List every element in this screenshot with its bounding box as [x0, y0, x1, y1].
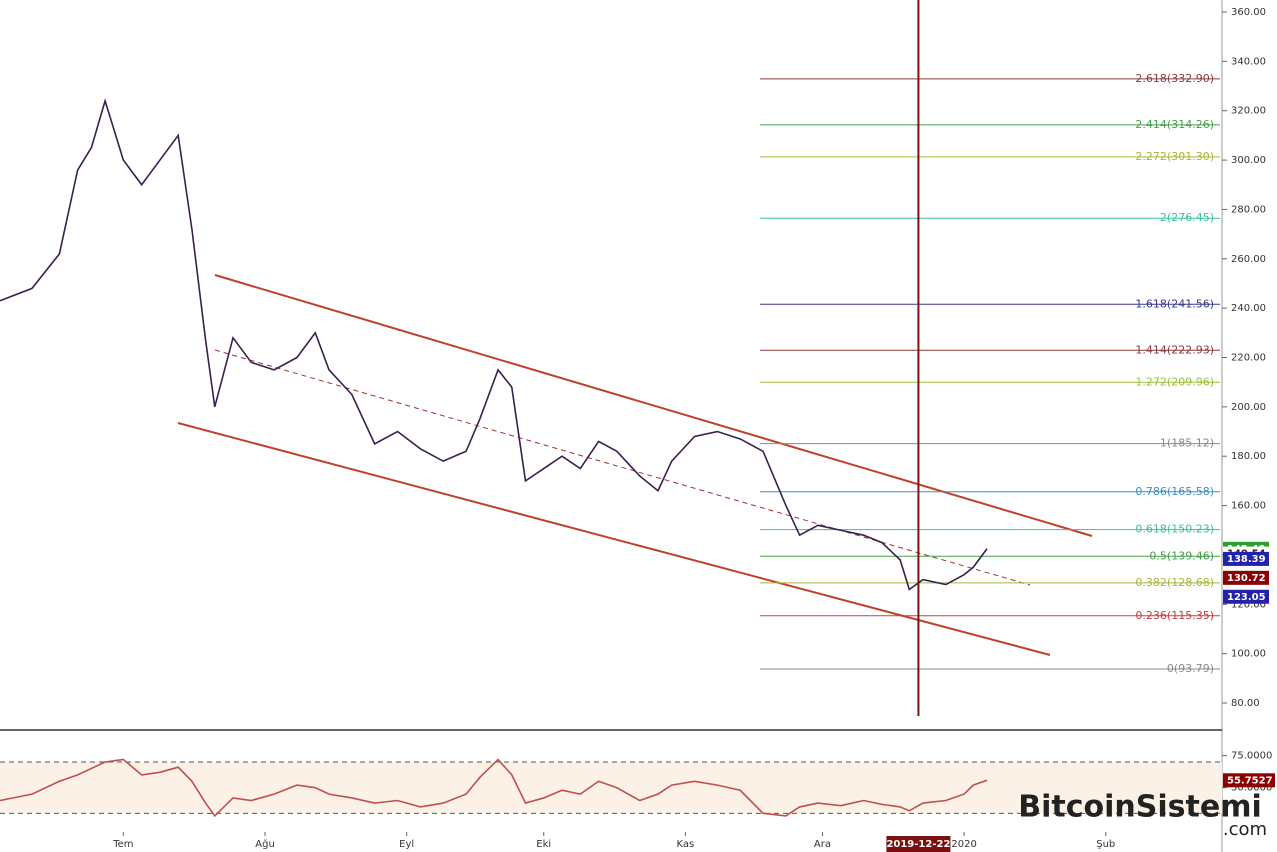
fib-label: 0.786(165.58): [1135, 485, 1214, 498]
rsi-tick-label: 75.0000: [1231, 751, 1272, 762]
watermark-text: BitcoinSistemi: [1018, 790, 1262, 825]
watermark: BitcoinSistemi .com: [1018, 790, 1267, 841]
y-tick-label: 120.00: [1231, 599, 1266, 610]
fib-label: 1.272(209.96): [1135, 375, 1214, 388]
y-tick-label: 360.00: [1231, 7, 1266, 18]
fib-label: 0.5(139.46): [1149, 549, 1214, 562]
fib-label: 2.272(301.30): [1135, 150, 1214, 163]
fib-label: 1.618(241.56): [1135, 297, 1214, 310]
fib-label: 0.618(150.23): [1135, 523, 1214, 536]
channel-upper: [214, 274, 1093, 537]
price-tag: [1223, 570, 1269, 585]
date-marker-label: 2019-12-22: [886, 839, 950, 850]
x-tick-label: Eki: [536, 839, 551, 850]
price-tag: [1223, 551, 1269, 566]
fib-label: 2.618(332.90): [1135, 72, 1214, 85]
rsi-tag-label: 55.7527: [1227, 775, 1273, 786]
series-line: [0, 758, 988, 818]
price-tag-label: 123.05: [1227, 592, 1266, 603]
x-tick-label: Ara: [814, 839, 831, 850]
x-tick-label: Tem: [112, 839, 133, 850]
x-tick-label: 2020: [951, 839, 976, 850]
y-tick-label: 80.00: [1231, 698, 1260, 709]
price-tag-label: 130.72: [1227, 573, 1266, 584]
x-tick-label: Şub: [1096, 839, 1115, 850]
y-tick-label: 320.00: [1231, 106, 1266, 117]
watermark-sub: .com: [1223, 819, 1267, 840]
rsi-band: [0, 762, 1222, 814]
fib-label: 0.236(115.35): [1135, 609, 1214, 622]
y-tick-label: 100.00: [1231, 649, 1266, 660]
series-line: [0, 98, 988, 591]
channel-mid: [214, 349, 1031, 586]
y-tick-label: 260.00: [1231, 254, 1266, 265]
date-marker-box: [886, 836, 951, 852]
fib-label: 2.414(314.26): [1135, 118, 1214, 131]
fib-label: 2(276.45): [1160, 211, 1214, 224]
rsi-tick-label: 50.0000: [1231, 783, 1272, 794]
fib-label: 0.382(128.68): [1135, 576, 1214, 589]
x-tick-label: Kas: [677, 839, 695, 850]
y-tick-label: 240.00: [1231, 303, 1266, 314]
y-tick-label: 220.00: [1231, 353, 1266, 364]
fib-label: 1(185.12): [1160, 437, 1214, 450]
y-tick-label: 200.00: [1231, 402, 1266, 413]
fib-label: 0(93.79): [1167, 662, 1214, 675]
price-tag-label: 138.39: [1227, 554, 1266, 565]
price-tag: [1223, 589, 1269, 604]
channel-lower: [177, 422, 1051, 656]
y-tick-label: 180.00: [1231, 451, 1266, 462]
x-tick-label: Ağu: [255, 838, 275, 850]
rsi-tag: [1223, 773, 1275, 788]
y-tick-label: 160.00: [1231, 501, 1266, 512]
y-tick-label: 340.00: [1231, 56, 1266, 67]
x-tick-label: Eyl: [399, 839, 414, 850]
fib-label: 1.414(222.93): [1135, 343, 1214, 356]
y-tick-label: 300.00: [1231, 155, 1266, 166]
y-tick-label: 280.00: [1231, 204, 1266, 215]
